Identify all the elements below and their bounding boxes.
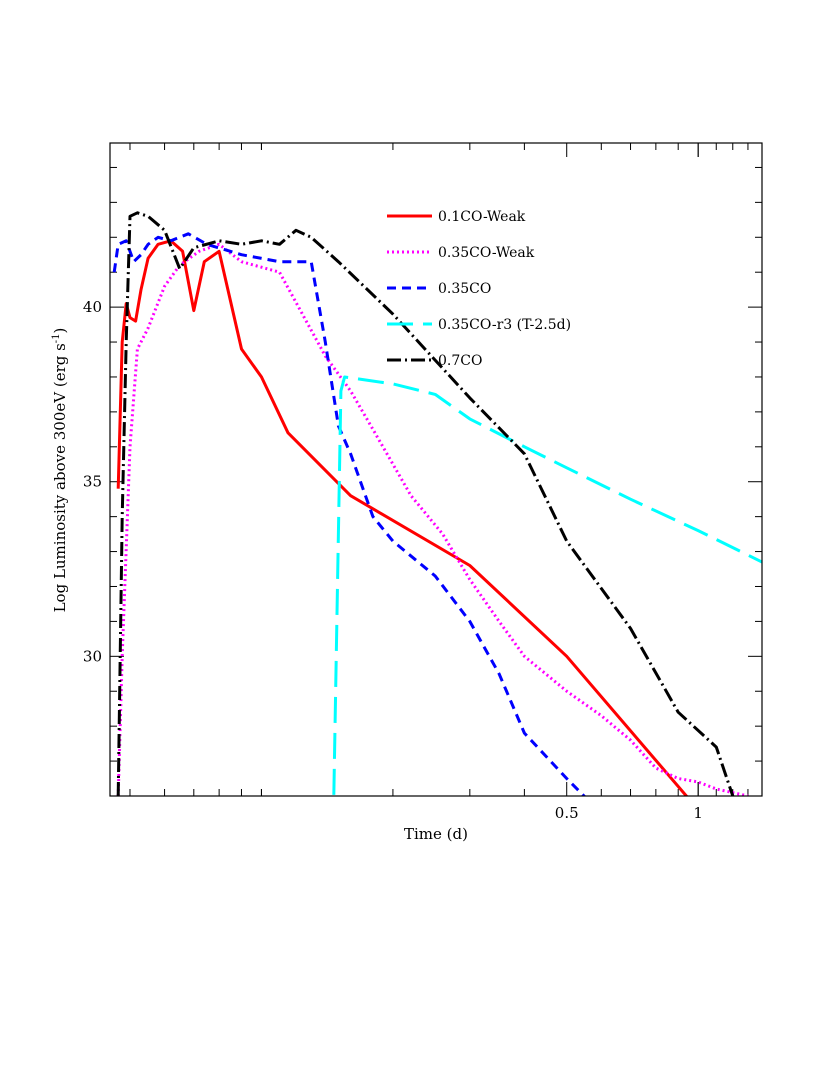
axis-ticks bbox=[110, 143, 762, 797]
y-tick-label: 35 bbox=[83, 473, 102, 491]
x-tick-label: 1 bbox=[693, 804, 703, 822]
x-tick-label: 0.5 bbox=[555, 804, 579, 822]
legend-label: 0.7CO bbox=[438, 353, 482, 369]
y-axis-label-end: ) bbox=[51, 328, 69, 334]
series-layer bbox=[112, 211, 762, 796]
series-line-1 bbox=[116, 242, 749, 796]
y-axis-label-superscript: -1 bbox=[51, 333, 62, 343]
legend-label: 0.1CO-Weak bbox=[438, 209, 526, 225]
legend: 0.1CO-Weak 0.35CO-Weak 0.35CO 0.35CO-r3 (T-… bbox=[387, 209, 571, 369]
series-line-0 bbox=[116, 239, 689, 796]
tick-labels: 30 35 40 0.5 1 bbox=[83, 298, 703, 822]
x-axis-label: Time (d) bbox=[404, 825, 468, 843]
y-tick-label: 30 bbox=[83, 647, 102, 665]
legend-label: 0.35CO-r3 (T-2.5d) bbox=[438, 317, 571, 333]
y-axis-label: Log Luminosity above 300eV (erg s-1) bbox=[51, 328, 69, 613]
series-line-3 bbox=[332, 375, 762, 796]
legend-label: 0.35CO bbox=[438, 281, 491, 297]
plot-frame bbox=[109, 142, 763, 797]
y-axis-label-main: Log Luminosity above 300eV (erg s bbox=[51, 343, 69, 612]
series-line-4 bbox=[116, 211, 735, 796]
y-tick-label: 40 bbox=[83, 298, 102, 316]
legend-label: 0.35CO-Weak bbox=[438, 245, 535, 261]
series-line-2 bbox=[112, 232, 587, 796]
